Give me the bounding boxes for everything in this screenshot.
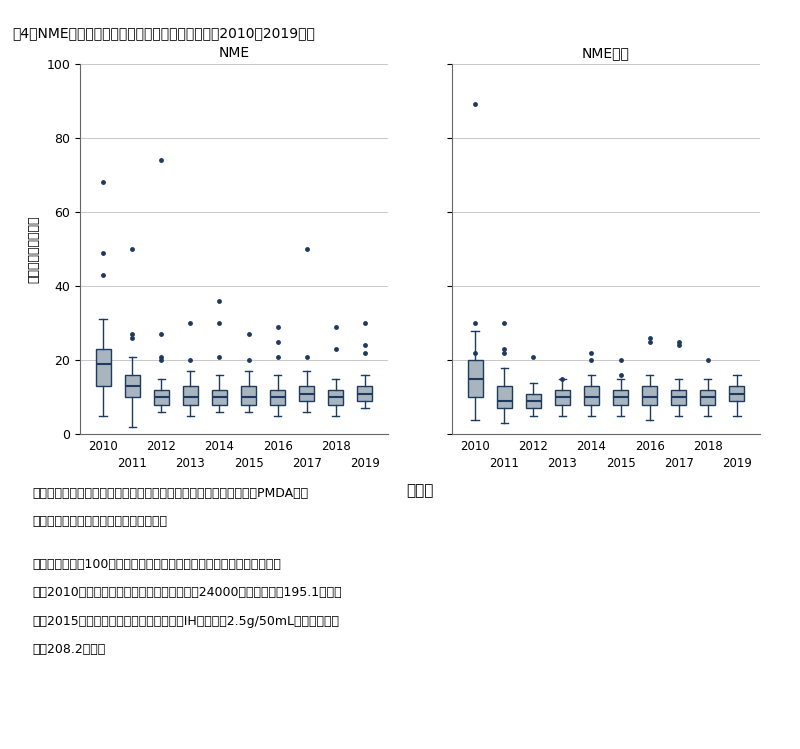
Text: 208.2ケ月）: 208.2ケ月）: [32, 643, 106, 656]
PathPatch shape: [154, 390, 169, 404]
Y-axis label: 申請～承認（月数）: 申請～承認（月数）: [28, 215, 41, 283]
Text: 2015年承認の「献血ヴェノグロブリIH５％静注2.5g/50mL」（審査期間: 2015年承認の「献血ヴェノグロブリIH５％静注2.5g/50mL」（審査期間: [32, 615, 339, 628]
PathPatch shape: [125, 375, 140, 398]
Text: 2011: 2011: [490, 457, 519, 470]
Text: 2010年承認の「エポジン皮下注シリンジ24000」（審査期間195.1ケ月）: 2010年承認の「エポジン皮下注シリンジ24000」（審査期間195.1ケ月）: [32, 586, 342, 599]
Text: 2011: 2011: [118, 457, 147, 470]
Text: 2018: 2018: [693, 440, 722, 453]
PathPatch shape: [700, 390, 715, 404]
PathPatch shape: [299, 386, 314, 401]
Text: 2019: 2019: [722, 457, 752, 470]
PathPatch shape: [642, 386, 657, 404]
PathPatch shape: [270, 390, 285, 404]
Text: 2016: 2016: [262, 440, 293, 453]
Text: 2013: 2013: [547, 457, 578, 470]
PathPatch shape: [96, 349, 110, 386]
PathPatch shape: [613, 390, 628, 404]
Text: 2013: 2013: [175, 457, 206, 470]
Text: 出所：審査報告書、新医薬品の承認品目一覧、添付文書（いずれもPMDA）を: 出所：審査報告書、新医薬品の承認品目一覧、添付文書（いずれもPMDA）を: [32, 487, 308, 500]
PathPatch shape: [183, 386, 198, 404]
Text: もとに医薬産業政策研究所にて作成: もとに医薬産業政策研究所にて作成: [32, 515, 167, 528]
Text: 2012: 2012: [146, 440, 176, 453]
PathPatch shape: [497, 386, 512, 408]
Text: 2012: 2012: [518, 440, 548, 453]
PathPatch shape: [584, 386, 599, 404]
Title: NME: NME: [218, 46, 250, 60]
PathPatch shape: [555, 390, 570, 404]
PathPatch shape: [526, 394, 541, 408]
Title: NME以外: NME以外: [582, 46, 630, 60]
Text: 2017: 2017: [664, 457, 694, 470]
Text: 2019: 2019: [350, 457, 380, 470]
PathPatch shape: [468, 360, 482, 398]
Text: 2015: 2015: [234, 457, 263, 470]
Text: 注）審査期間が100ケ月を超える以下２品目は、グラフから除外した。: 注）審査期間が100ケ月を超える以下２品目は、グラフから除外した。: [32, 558, 281, 571]
PathPatch shape: [241, 386, 256, 404]
Text: 2010: 2010: [88, 440, 118, 453]
Text: 2010: 2010: [460, 440, 490, 453]
PathPatch shape: [212, 390, 227, 404]
Text: 承認年: 承認年: [406, 483, 434, 498]
Text: 2018: 2018: [321, 440, 350, 453]
PathPatch shape: [730, 386, 744, 401]
Text: 围4　NMEの審査期間（月数）の推移（承認年毎；2010～2019年）: 围4 NMEの審査期間（月数）の推移（承認年毎；2010～2019年）: [12, 26, 315, 40]
PathPatch shape: [671, 390, 686, 404]
Text: 2016: 2016: [634, 440, 665, 453]
Text: 2015: 2015: [606, 457, 635, 470]
PathPatch shape: [357, 386, 372, 401]
PathPatch shape: [328, 390, 343, 404]
Text: 2014: 2014: [205, 440, 234, 453]
Text: 2017: 2017: [292, 457, 322, 470]
Text: 2014: 2014: [577, 440, 606, 453]
